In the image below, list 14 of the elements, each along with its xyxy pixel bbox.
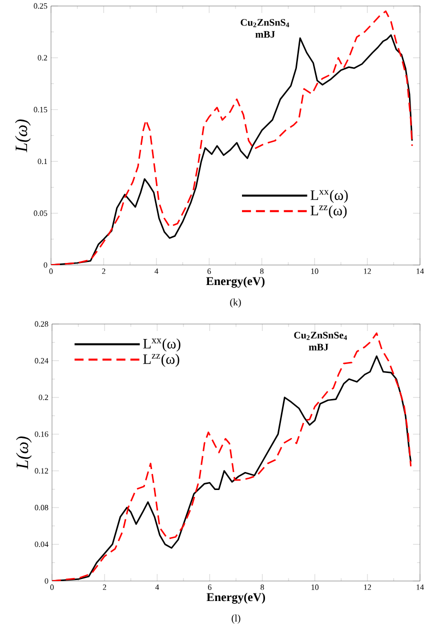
text: (l) bbox=[232, 614, 240, 624]
legend-label: L$^{zz}$(ω) bbox=[143, 354, 180, 367]
y-axis-title: L(ω) bbox=[16, 436, 32, 470]
legend-label: L$^{zz}$(ω) bbox=[310, 205, 347, 218]
legend-label: L$^{xx}$(ω) bbox=[310, 190, 348, 203]
text: mBJ bbox=[308, 344, 328, 350]
text: (k) bbox=[230, 298, 241, 308]
text: mBJ bbox=[255, 31, 275, 38]
y-axis-title: L(ω) bbox=[15, 119, 31, 152]
text: Cu$_{2}$ZnSnSe$_{4}$ bbox=[294, 332, 347, 340]
legend-label: L$^{xx}$(ω) bbox=[143, 338, 180, 352]
text: Cu$_{2}$ZnSnS$_{4}$ bbox=[240, 19, 290, 28]
x-axis-title: Energy(eV) bbox=[206, 592, 266, 604]
x-axis-title: Energy(eV) bbox=[206, 276, 265, 288]
